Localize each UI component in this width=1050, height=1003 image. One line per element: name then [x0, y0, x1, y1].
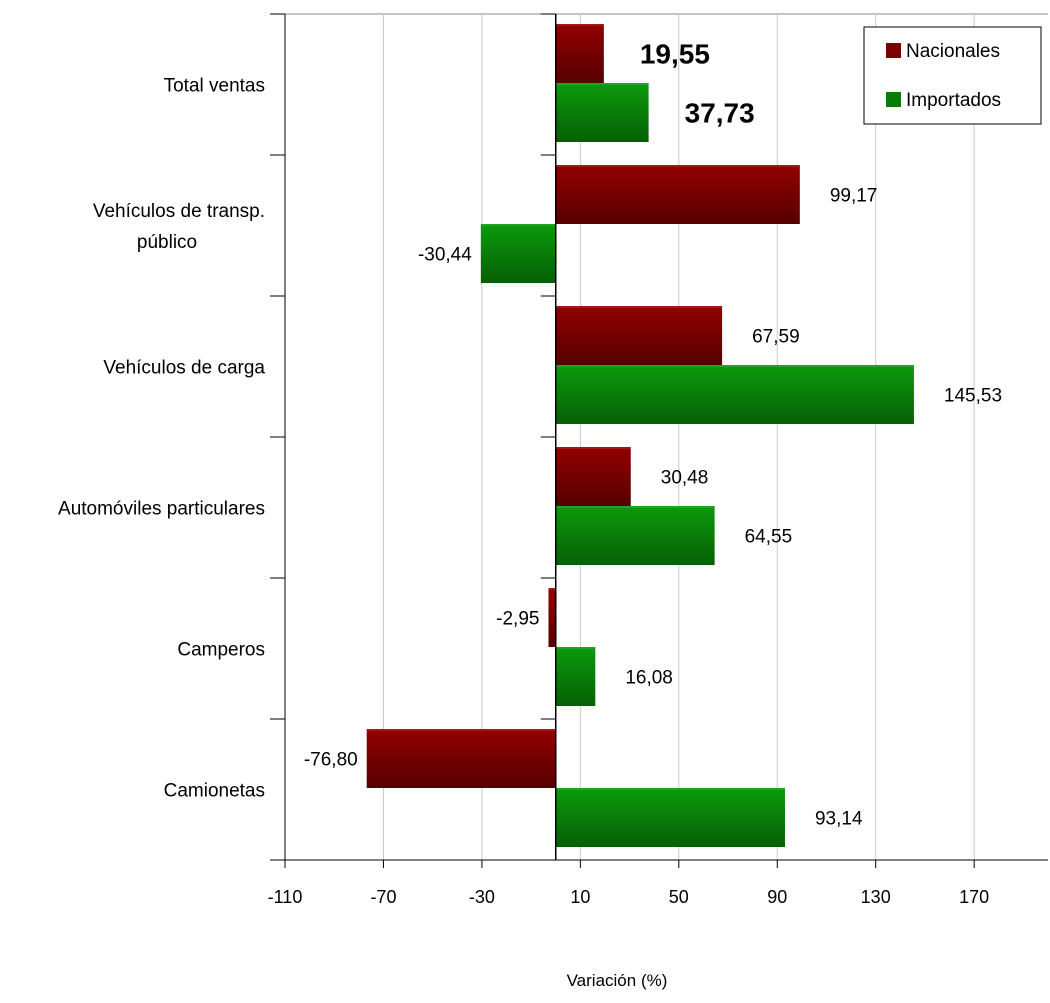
data-label: 67,59	[752, 327, 800, 348]
x-axis-title: Variación (%)	[567, 971, 668, 990]
bar-nacionales	[555, 165, 800, 224]
x-tick-label: 10	[570, 887, 590, 907]
x-tick-label: 90	[767, 887, 787, 907]
data-label: 145,53	[944, 386, 1002, 407]
bar-nacionales	[555, 447, 631, 506]
legend-swatch-nacionales	[886, 43, 901, 58]
x-tick-label: 170	[959, 887, 989, 907]
x-tick-label: 130	[861, 887, 891, 907]
bar-nacionales	[548, 588, 556, 647]
data-label: -2,95	[496, 609, 539, 630]
legend-swatch-importados	[886, 92, 901, 107]
bar-importados	[555, 365, 914, 424]
legend-label-importados: Importados	[906, 90, 1001, 111]
category-label: Automóviles particulares	[58, 499, 265, 520]
bar-importados	[555, 83, 649, 142]
category-label: Vehículos de carga	[103, 358, 265, 379]
data-label: 30,48	[661, 468, 709, 489]
data-label: -76,80	[304, 750, 358, 771]
x-tick-label: -30	[469, 887, 495, 907]
bar-nacionales	[555, 306, 723, 365]
x-tick-label: 50	[669, 887, 689, 907]
bar-importados	[480, 224, 556, 283]
data-label: 16,08	[625, 668, 673, 689]
x-tick-label: -110	[268, 887, 303, 907]
bar-importados	[555, 506, 715, 565]
bar-importados	[555, 788, 785, 847]
legend-label-nacionales: Nacionales	[906, 41, 1000, 62]
data-label: 37,73	[685, 98, 755, 129]
category-label: Vehículos de transp.	[93, 201, 265, 222]
data-label: 19,55	[640, 39, 710, 70]
data-label: 93,14	[815, 809, 863, 830]
x-tick-label: -70	[370, 887, 396, 907]
category-label: público	[137, 232, 197, 253]
bar-importados	[555, 647, 596, 706]
bar-nacionales	[366, 729, 556, 788]
category-label: Total ventas	[164, 76, 265, 97]
data-label: 64,55	[745, 527, 793, 548]
category-label: Camionetas	[164, 781, 265, 802]
data-label: -30,44	[418, 245, 472, 266]
data-label: 99,17	[830, 186, 878, 207]
bar-nacionales	[555, 24, 604, 83]
category-label: Camperos	[177, 640, 265, 661]
legend: Nacionales Importados	[863, 26, 1042, 125]
